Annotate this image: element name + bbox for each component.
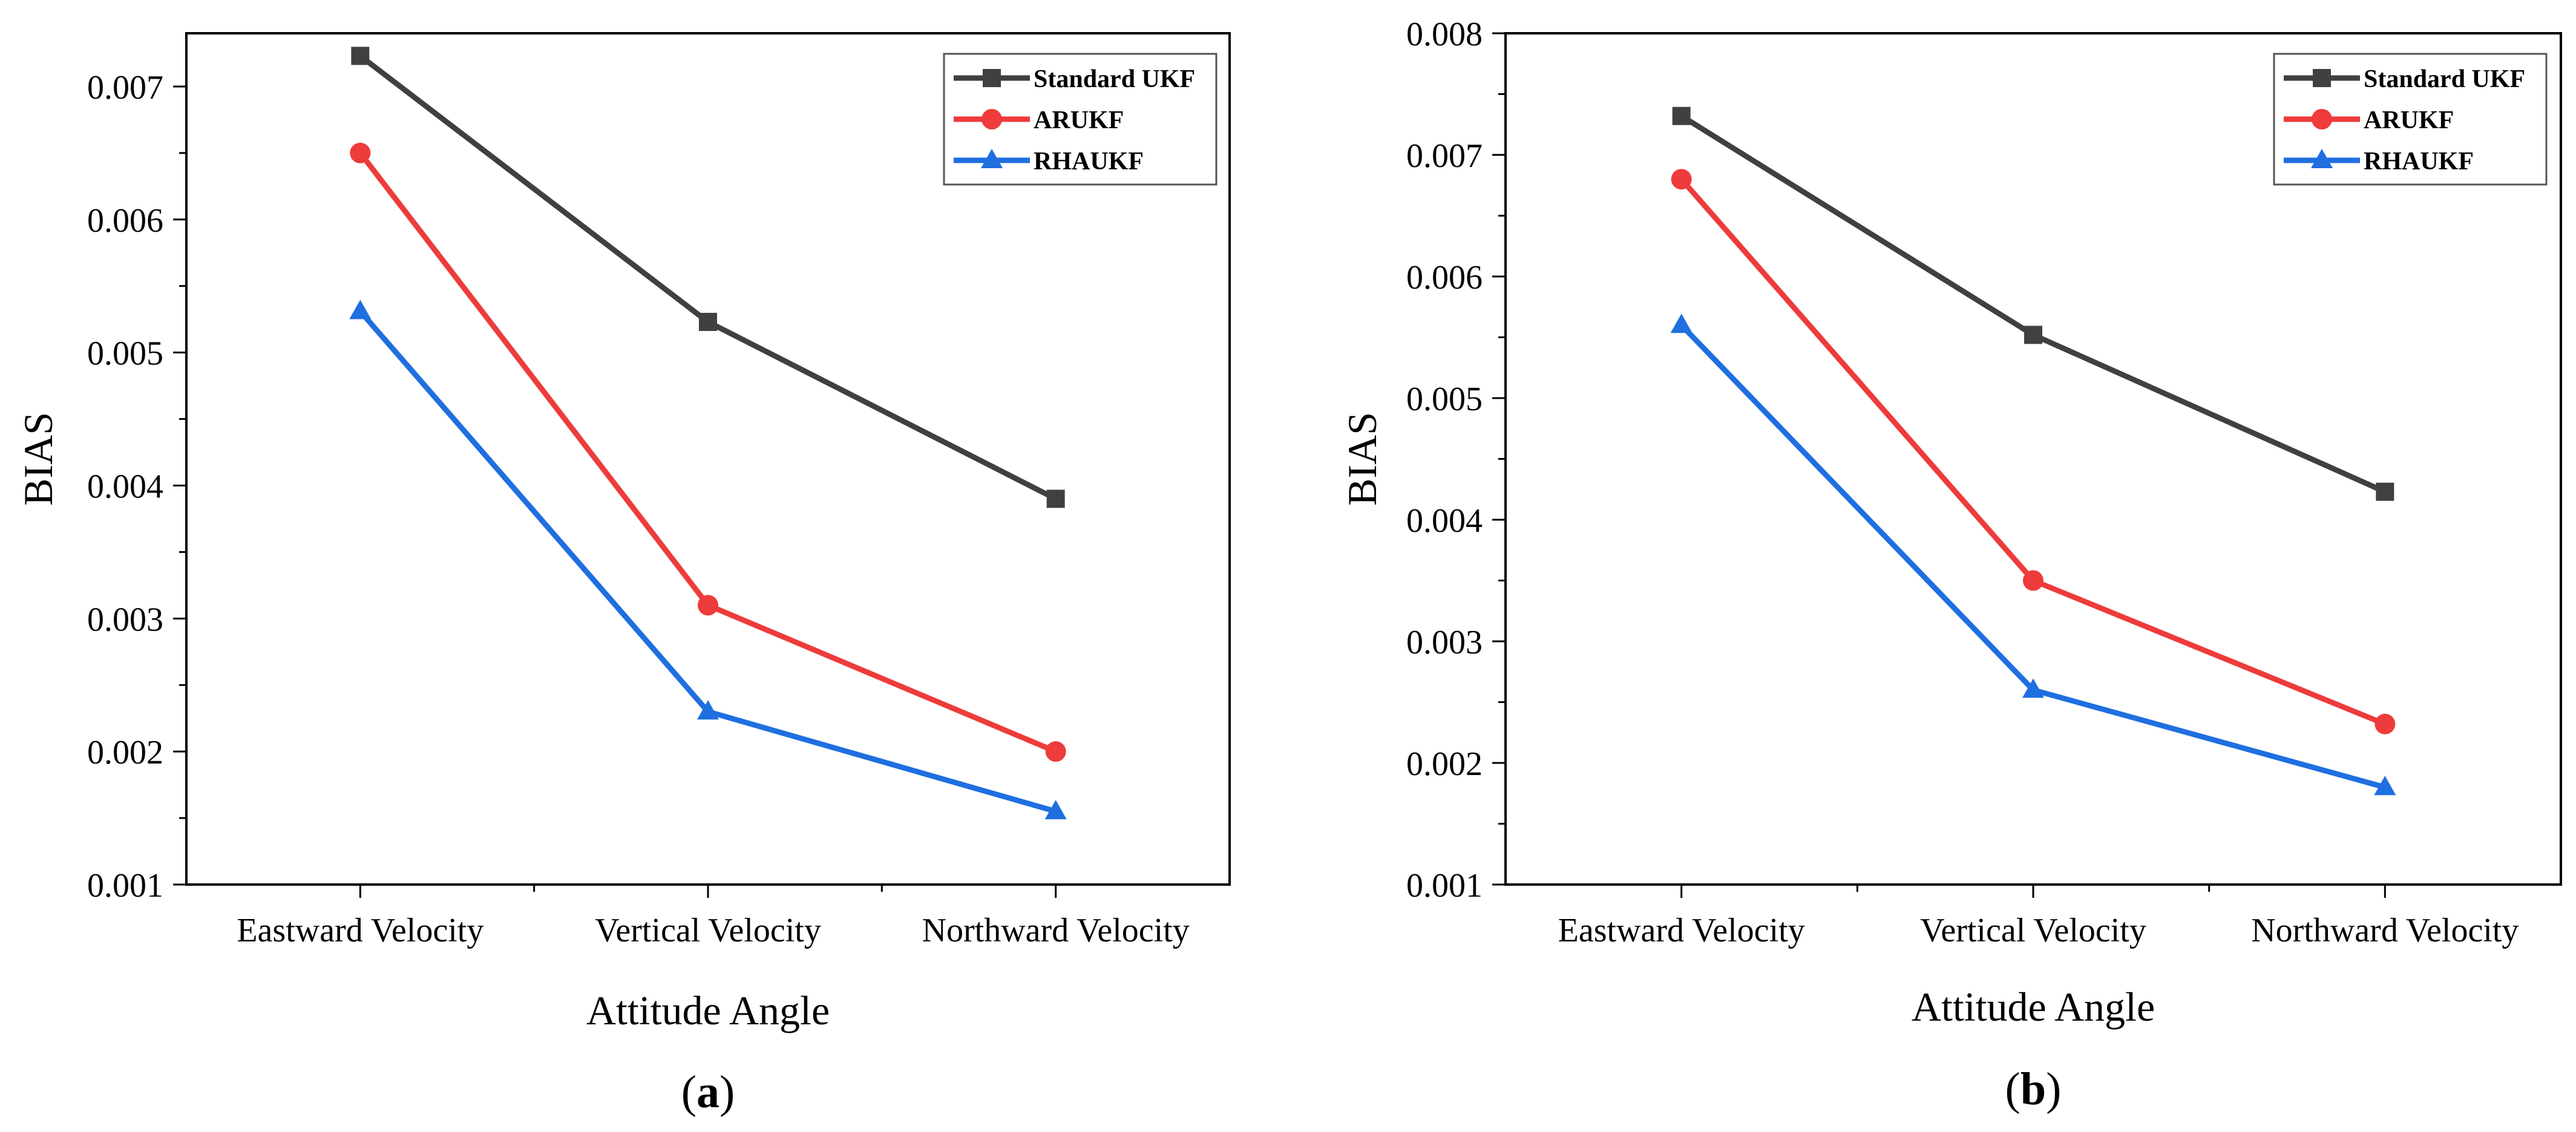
y-tick-label: 0.008 (1406, 16, 1483, 53)
y-tick-label: 0.003 (1406, 624, 1483, 661)
data-point (2376, 482, 2394, 501)
y-tick-label: 0.001 (87, 867, 163, 905)
legend-marker (2313, 69, 2331, 87)
legend-label: ARUKF (1034, 106, 1124, 134)
y-tick-label: 0.006 (87, 202, 163, 240)
x-tick-label: Eastward Velocity (237, 912, 483, 949)
series-line (1679, 323, 2386, 790)
y-tick-label: 0.002 (1406, 745, 1483, 783)
data-point (2374, 776, 2396, 796)
panel-letter: b (2020, 1064, 2046, 1114)
series-rhaukf (1670, 313, 2396, 796)
y-tick-label: 0.004 (87, 468, 163, 505)
y-tick-label: 0.006 (1406, 259, 1483, 296)
panel-label: (a) (681, 1067, 735, 1117)
y-axis: 0.001 0.002 0.003 0.004 0.005 0.006 0.007 (87, 69, 186, 905)
x-tick-label: Vertical Velocity (1920, 912, 2146, 949)
data-point (2374, 713, 2396, 734)
series-line (358, 151, 1057, 754)
panel-label: (b) (2005, 1064, 2062, 1114)
y-tick-label: 0.003 (87, 601, 163, 638)
data-point (698, 595, 718, 616)
x-axis: Eastward Velocity Vertical Velocity Northw… (1558, 885, 2519, 949)
legend-marker (982, 109, 1002, 129)
legend-label: ARUKF (2364, 106, 2454, 134)
data-point (699, 313, 717, 332)
data-point (1045, 741, 1066, 762)
data-point (2022, 678, 2044, 698)
legend-marker (983, 69, 1001, 87)
series-line (358, 309, 1057, 814)
legend: Standard UKF ARUKF RHAUKF (943, 53, 1218, 186)
series-arukf (1671, 169, 2396, 734)
y-axis-title: BIAS (1339, 412, 1385, 506)
y-tick-label: 0.005 (87, 335, 163, 373)
y-tick-label: 0.002 (87, 734, 163, 771)
data-point (1046, 489, 1065, 508)
series-rhaukf (349, 299, 1067, 820)
x-tick-label: Northward Velocity (2251, 912, 2519, 949)
x-axis-title: Attitude Angle (586, 987, 830, 1033)
data-point (349, 299, 372, 319)
series-arukf (350, 142, 1066, 762)
y-tick-label: 0.004 (1406, 502, 1483, 540)
legend-label: Standard UKF (1034, 65, 1195, 93)
chart-panel-b: 0.001 0.002 0.003 0.004 0.005 0.006 0.007 0.008… (1339, 16, 2562, 1114)
x-axis-title: Attitude Angle (1912, 984, 2155, 1030)
panel-letter: a (696, 1067, 719, 1117)
series-standard-ukf (351, 47, 1065, 508)
series-standard-ukf (1672, 106, 2394, 501)
legend-marker (2312, 109, 2332, 129)
y-tick-label: 0.005 (1406, 381, 1483, 418)
data-point (1044, 800, 1067, 820)
y-tick-label: 0.007 (1406, 137, 1483, 175)
y-tick-label: 0.001 (1406, 867, 1483, 905)
data-point (2023, 570, 2043, 591)
data-point (2024, 326, 2042, 344)
legend-label: Standard UKF (2364, 65, 2525, 93)
series-line (1679, 177, 2387, 727)
legend-label: RHAUKF (1034, 148, 1144, 175)
legend: Standard UKF ARUKF RHAUKF (2273, 53, 2548, 186)
chart-panel-a: 0.001 0.002 0.003 0.004 0.005 0.006 0.007 Eastw… (15, 32, 1231, 1117)
y-axis-title: BIAS (15, 412, 61, 506)
data-point (350, 142, 371, 163)
data-point (697, 700, 719, 720)
data-point (1670, 313, 1693, 333)
x-tick-label: Vertical Velocity (595, 912, 821, 949)
data-point (1671, 169, 1692, 190)
x-tick-label: Eastward Velocity (1558, 912, 1805, 949)
x-tick-label: Northward Velocity (922, 912, 1190, 949)
y-axis: 0.001 0.002 0.003 0.004 0.005 0.006 0.007 0.008 (1406, 16, 1506, 905)
legend-label: RHAUKF (2364, 148, 2474, 175)
legend-marker (2311, 149, 2333, 168)
data-point (351, 47, 370, 65)
y-tick-label: 0.007 (87, 69, 163, 106)
data-point (1672, 106, 1691, 125)
x-axis: Eastward Velocity Vertical Velocity Northw… (237, 885, 1190, 949)
legend-marker (981, 149, 1003, 168)
